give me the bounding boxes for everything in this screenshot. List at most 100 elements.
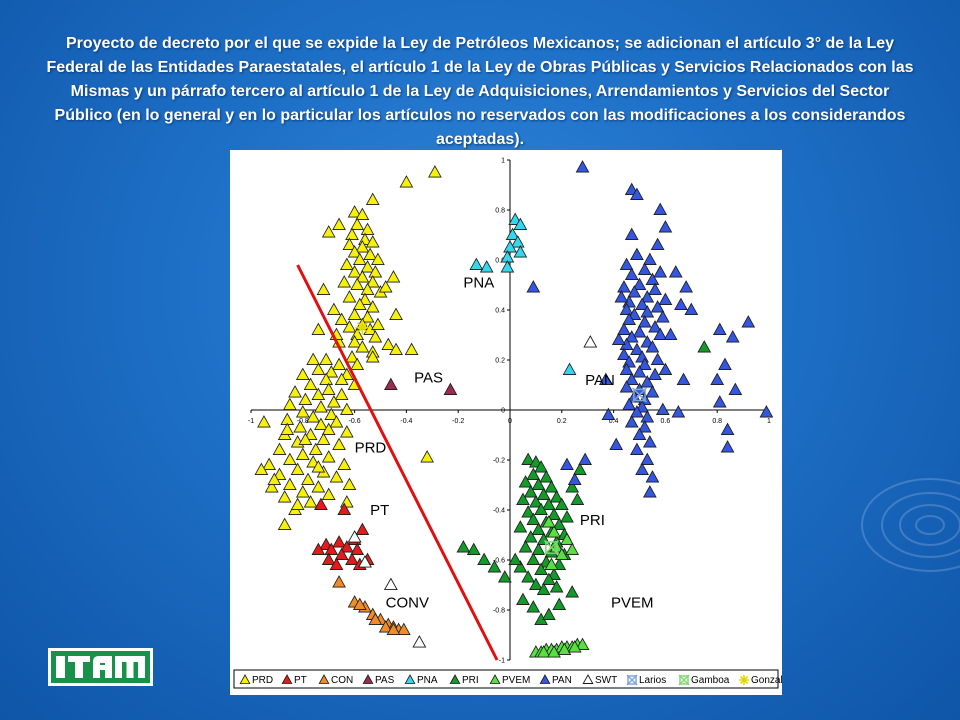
point-pri <box>539 470 554 483</box>
point-prd <box>332 437 346 450</box>
point-prd <box>365 192 380 205</box>
party-label: PVEM <box>611 595 654 612</box>
point-prd <box>389 307 403 320</box>
legend-marker-larios <box>626 674 638 686</box>
point-pan <box>645 272 660 285</box>
scatter-plot: -1 -0.8 -0.6 -0.4 -0.2 0 0.2 0.4 0.6 0.8 1 1 0.8 0.6 0… <box>230 150 782 695</box>
point-pt <box>324 542 339 555</box>
legend-marker-pri <box>449 674 461 684</box>
legend-label-pas: PAS <box>375 675 395 686</box>
point-con <box>332 575 346 588</box>
series-pan <box>526 160 774 498</box>
point-prd <box>345 350 359 363</box>
point-pan <box>624 415 639 428</box>
point-pan <box>635 462 649 475</box>
point-pri <box>518 540 533 553</box>
point-pri <box>521 570 535 583</box>
point-prd <box>339 257 354 270</box>
point-pan <box>674 297 688 310</box>
point-larios <box>631 387 648 403</box>
point-prd <box>329 470 344 483</box>
series-pas <box>384 377 458 395</box>
point-pt <box>355 522 370 535</box>
point-prd <box>311 480 326 493</box>
point-con <box>378 620 393 633</box>
point-pri <box>513 560 528 573</box>
point-pri <box>534 460 548 473</box>
point-pri <box>544 480 559 493</box>
legend-label-pt: PT <box>294 675 307 686</box>
point-pan <box>741 315 756 328</box>
point-pan <box>630 187 644 200</box>
point-gonzalez <box>355 320 370 335</box>
point-prd <box>342 290 357 303</box>
party-label: PRI <box>580 512 605 529</box>
legend-label-pri: PRI <box>462 675 479 686</box>
point-pan <box>640 410 655 423</box>
y-tick-label: -0.2 <box>493 458 505 465</box>
point-pri <box>552 597 567 610</box>
series-larios <box>631 387 648 403</box>
point-prd <box>272 442 287 455</box>
point-pan <box>617 347 631 360</box>
point-pan <box>648 320 662 333</box>
point-prd <box>319 372 333 385</box>
legend-label-swt: SWT <box>595 675 617 686</box>
point-prd <box>365 275 380 288</box>
point-prd <box>381 337 396 350</box>
point-prd <box>347 335 362 348</box>
point-pri <box>516 592 530 605</box>
party-label: PRD <box>355 440 387 457</box>
point-prd <box>350 217 365 230</box>
point-prd <box>303 377 318 390</box>
point-pan <box>526 280 541 293</box>
point-prd <box>295 405 310 418</box>
legend-marker-con <box>318 674 330 684</box>
point-pri <box>549 490 564 503</box>
cutting-line <box>296 264 499 661</box>
legend-label-prd: PRD <box>252 675 273 686</box>
point-prd <box>288 385 302 398</box>
point-pt <box>337 502 352 515</box>
point-pan <box>627 285 642 298</box>
point-pvem <box>541 515 556 528</box>
point-prd <box>295 485 310 498</box>
point-prd <box>311 362 326 375</box>
legend-label-pna: PNA <box>417 675 438 686</box>
legend-label-con: CON <box>331 675 353 686</box>
point-pan <box>720 422 735 435</box>
point-pan <box>653 202 668 215</box>
point-pvem <box>547 525 561 538</box>
point-pan <box>624 227 639 240</box>
x-tick-label: -0.6 <box>349 418 361 425</box>
point-pri <box>529 495 543 508</box>
point-prd <box>347 307 362 320</box>
point-prd <box>306 352 321 365</box>
y-tick-label: -0.8 <box>493 608 505 615</box>
point-pri <box>534 562 548 575</box>
point-pan <box>630 442 644 455</box>
point-pan <box>645 385 660 398</box>
point-pan <box>663 327 678 340</box>
point-con <box>352 597 367 610</box>
point-pan <box>712 322 727 335</box>
point-pt <box>314 497 328 510</box>
point-pan <box>637 420 652 433</box>
x-tick-label: 0.4 <box>609 418 619 425</box>
point-prd <box>350 357 365 370</box>
point-prd <box>339 402 354 415</box>
point-pri <box>526 552 541 565</box>
point-pan <box>637 315 652 328</box>
point-prd <box>321 487 336 500</box>
point-pan <box>658 220 673 233</box>
point-prd <box>347 265 362 278</box>
point-prd <box>386 270 401 283</box>
series-prd <box>254 165 442 530</box>
legend-label-larios: Larios <box>639 675 666 686</box>
point-pri <box>697 340 712 353</box>
point-prd <box>293 420 308 433</box>
point-pan <box>759 405 774 418</box>
point-pan <box>643 252 657 265</box>
point-pan <box>640 375 655 388</box>
point-prd <box>365 300 380 313</box>
